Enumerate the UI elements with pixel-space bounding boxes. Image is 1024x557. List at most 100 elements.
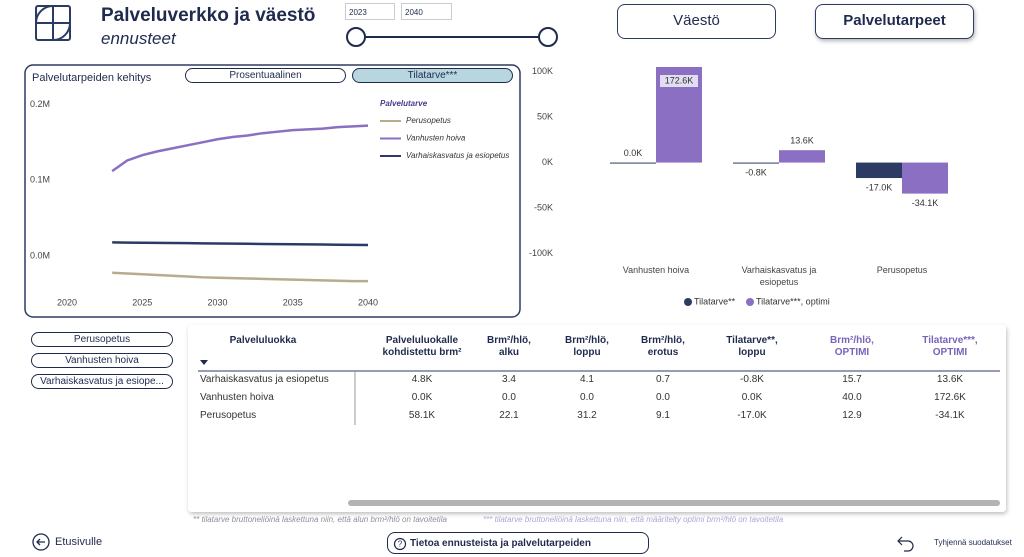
scrollbar[interactable] [348, 500, 1000, 506]
legend-label: Varhaiskasvatus ja esiopetus [406, 151, 509, 160]
tab[interactable]: Palvelutarpeet [815, 4, 974, 39]
filter-button[interactable]: Vanhusten hoiva [31, 353, 173, 368]
y-tick-label: -50K [534, 202, 553, 212]
x-tick-label: 2040 [358, 297, 378, 307]
footnote: ** tilatarve bruttoneliöinä laskettuna n… [193, 515, 447, 524]
value-label: -34.1K [912, 198, 939, 208]
table-header: Palveluluokka [229, 335, 297, 346]
x-tick-label: 2035 [283, 297, 303, 307]
table-cell: 22.1 [499, 410, 519, 421]
bar [610, 162, 656, 164]
table-header: Brm²/hlö, loppu [565, 335, 609, 358]
table-cell: 172.6K [934, 392, 966, 403]
bar [779, 150, 825, 163]
toggle-button[interactable]: Tilatarve*** [352, 68, 513, 83]
legend-label: Tilatarve***, optimi [756, 296, 830, 306]
line-series [111, 124, 369, 173]
table-header: Palveluluokalle kohdistettu brm² [382, 335, 462, 358]
line-series [112, 271, 368, 283]
footnote: *** tilatarve bruttoneliöinä laskettuna … [483, 515, 784, 524]
filter-button[interactable]: Perusopetus [31, 332, 173, 347]
table-cell: Perusopetus [200, 410, 257, 421]
bar [902, 162, 948, 194]
table-cell: 0.0K [411, 392, 433, 403]
home-link[interactable]: Etusivulle [55, 536, 103, 548]
table-cell: 9.1 [656, 410, 670, 421]
sort-arrow[interactable] [200, 360, 208, 365]
y-tick-label: 0K [542, 157, 553, 167]
x-tick-label: Perusopetus [876, 265, 928, 275]
table-header: Brm²/hlö, alku [487, 335, 531, 358]
table-cell: 4.1 [580, 374, 594, 385]
table-cell: 40.0 [842, 392, 862, 403]
table-cell: 0.7 [656, 374, 670, 385]
table-cell: 0.0K [741, 392, 763, 403]
x-tick-label: 2030 [207, 297, 227, 307]
info-icon[interactable] [393, 537, 407, 551]
bar [856, 162, 902, 179]
table-cell: 15.7 [842, 374, 862, 385]
table-cell: 0.0 [656, 392, 670, 403]
x-tick-label: Vanhusten hoiva [622, 265, 690, 275]
table-cell: 13.6K [936, 374, 964, 385]
table-cell: 31.2 [577, 410, 597, 421]
y-tick-label: 0.2M [30, 99, 50, 109]
value-label-bg [660, 75, 698, 87]
table-header: Brm²/hlö, OPTIMI [830, 335, 874, 358]
info-mark: ? [398, 540, 403, 549]
x-tick-label: Varhaiskasvatus ja esiopetus [741, 265, 817, 287]
tab[interactable]: Väestö [617, 4, 776, 39]
logo [35, 5, 71, 41]
slider-end[interactable]: 2040 [401, 3, 452, 20]
slider-start[interactable]: 2023 [345, 3, 395, 20]
table-cell: 58.1K [408, 410, 436, 421]
info-button[interactable]: Tietoa ennusteista ja palvelutarpeiden k… [387, 532, 649, 554]
y-tick-label: -100K [529, 248, 553, 258]
table-cell: 0.0 [502, 392, 516, 403]
legend-label: Perusopetus [406, 116, 451, 125]
table-header: Tilatarve**, loppu [726, 335, 778, 358]
home-icon[interactable] [32, 533, 50, 551]
value-label: -0.8K [745, 168, 767, 178]
legend-label: Vanhusten hoiva [406, 134, 466, 143]
table-cell: -17.0K [737, 410, 767, 421]
value-label: -17.0K [866, 182, 893, 192]
legend-label: Tilatarve** [694, 296, 736, 306]
y-tick-label: 0.1M [30, 175, 50, 185]
page-title: Palveluverkko ja väestö [101, 5, 316, 26]
legend-swatch [684, 298, 692, 306]
slider-handle[interactable] [538, 27, 558, 47]
toggle-button[interactable]: Prosentuaalinen [185, 68, 346, 83]
y-tick-label: 100K [532, 66, 553, 76]
slider-handle[interactable] [346, 27, 366, 47]
table-cell: 4.8K [411, 374, 433, 385]
table-header: Brm²/hlö, erotus [641, 335, 685, 358]
bar [733, 162, 779, 164]
value-label: 13.6K [790, 136, 814, 146]
y-tick-label: 0.0M [30, 250, 50, 260]
table-header: Tilatarve***, OPTIMI [922, 335, 978, 358]
value-label: 0.0K [624, 148, 643, 158]
chart-title: Palvelutarpeiden kehitys [32, 72, 152, 84]
line-series [112, 241, 369, 247]
y-tick-label: 50K [537, 111, 553, 121]
line-chart-frame [24, 64, 521, 318]
filter-button[interactable]: Varhaiskasvatus ja esiope... [31, 374, 173, 389]
page-subtitle: ennusteet [101, 29, 176, 48]
legend-title: Palvelutarve [380, 99, 428, 108]
reset-icon[interactable] [897, 536, 914, 552]
value-label: 172.6K [665, 75, 694, 85]
table-card [188, 325, 1006, 512]
clear-filters[interactable]: Tyhjennä suodatukset [934, 538, 1012, 547]
legend-swatch [746, 298, 754, 306]
table-cell: Varhaiskasvatus ja esiopetus [200, 374, 329, 385]
x-tick-label: 2020 [57, 297, 77, 307]
table-cell: -0.8K [740, 374, 764, 385]
x-tick-label: 2025 [132, 297, 152, 307]
table-cell: 3.4 [502, 374, 516, 385]
table-cell: -34.1K [935, 410, 965, 421]
table-cell: 0.0 [580, 392, 594, 403]
table-cell: Vanhusten hoiva [200, 392, 274, 403]
